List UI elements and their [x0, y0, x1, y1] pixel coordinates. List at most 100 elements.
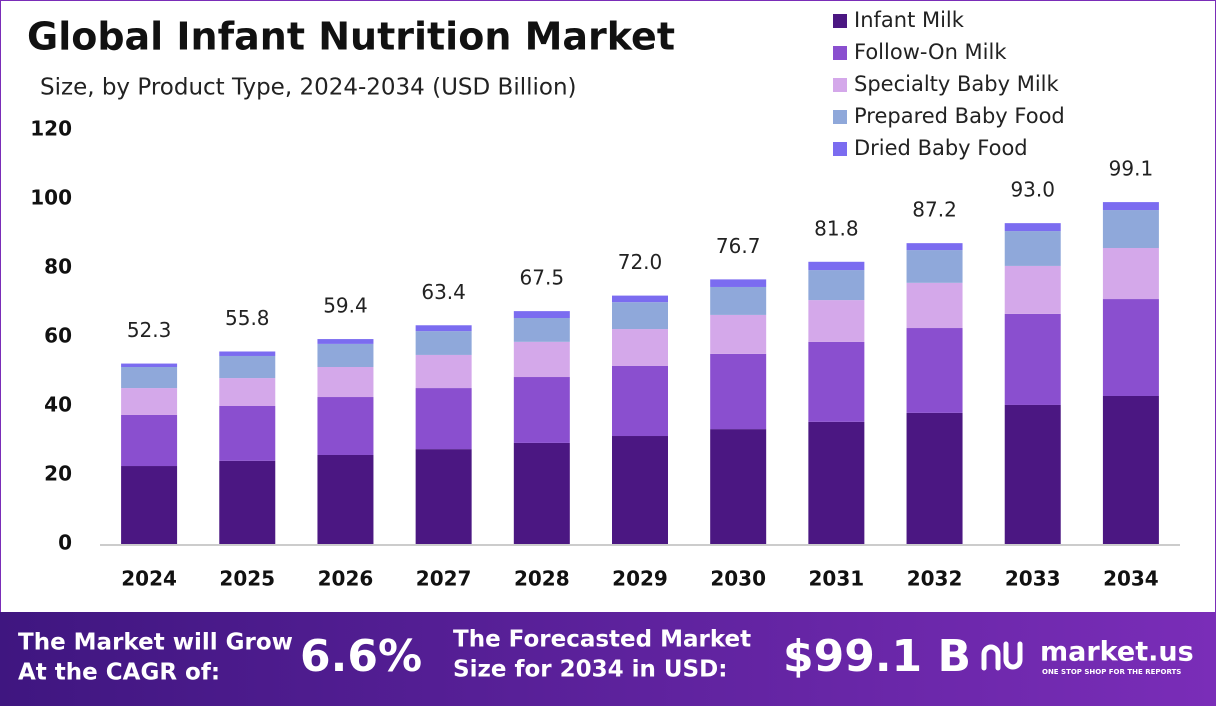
- footer-banner: [0, 612, 1216, 706]
- bar-segment: [808, 261, 865, 271]
- bar-segment: [513, 377, 570, 443]
- bar-segment: [1004, 223, 1061, 232]
- y-tick-label: 0: [58, 531, 72, 555]
- bar-segment: [121, 367, 178, 389]
- bar-segment: [513, 442, 570, 544]
- cagr-label: At the CAGR of:: [18, 660, 220, 686]
- total-label: 63.4: [421, 280, 466, 304]
- bar-segment: [710, 314, 767, 354]
- forecast-value: $99.1 B: [783, 631, 971, 682]
- cagr-label: The Market will Grow: [18, 630, 293, 656]
- total-label: 81.8: [814, 216, 859, 240]
- bar-segment: [415, 331, 472, 355]
- y-tick-label: 80: [44, 255, 72, 279]
- x-tick-label: 2030: [710, 567, 766, 591]
- bar-segment: [1004, 313, 1061, 405]
- bar-segment: [1102, 395, 1159, 544]
- bar-segment: [121, 414, 178, 467]
- bar-segment: [1102, 299, 1159, 396]
- bar-segment: [1004, 265, 1061, 314]
- brand: market.us: [1040, 637, 1194, 668]
- forecast-label: The Forecasted Market: [453, 627, 751, 653]
- bar-segment: [219, 406, 276, 461]
- bar-segment: [808, 341, 865, 422]
- logo-shape: [1003, 641, 1023, 670]
- legend-swatch: [833, 110, 847, 124]
- total-label: 55.8: [225, 306, 270, 330]
- bar-segment: [513, 311, 570, 319]
- bar-segment: [415, 354, 472, 389]
- bar-segment: [906, 412, 963, 544]
- total-label: 72.0: [618, 250, 663, 274]
- bar-segment: [415, 449, 472, 544]
- bar-segment: [219, 355, 276, 379]
- x-tick-label: 2028: [514, 567, 570, 591]
- bar-segment: [219, 378, 276, 406]
- x-tick-label: 2034: [1103, 567, 1159, 591]
- bar-segment: [710, 279, 767, 287]
- x-tick-label: 2024: [121, 567, 177, 591]
- total-label: 87.2: [912, 198, 957, 222]
- x-tick-label: 2026: [318, 567, 374, 591]
- bar-segment: [317, 343, 374, 368]
- bar-segment: [121, 363, 178, 368]
- bar-segment: [906, 282, 963, 329]
- bar-segment: [1004, 404, 1061, 544]
- x-tick-label: 2025: [219, 567, 275, 591]
- bar-segment: [121, 466, 178, 544]
- total-label: 59.4: [323, 294, 368, 318]
- bar-segment: [710, 429, 767, 544]
- forecast-label: Size for 2034 in USD:: [453, 657, 727, 683]
- legend-swatch: [833, 142, 847, 156]
- bar-segment: [317, 397, 374, 455]
- legend-label: Prepared Baby Food: [854, 104, 1065, 128]
- total-label: 93.0: [1010, 178, 1055, 202]
- bar-segment: [513, 341, 570, 378]
- legend-label: Specialty Baby Milk: [854, 72, 1059, 96]
- bar-segment: [219, 351, 276, 356]
- y-tick-label: 120: [30, 117, 72, 141]
- legend-swatch: [833, 78, 847, 92]
- bar-segment: [121, 388, 178, 415]
- x-tick-label: 2033: [1005, 567, 1061, 591]
- legend-label: Infant Milk: [854, 8, 965, 32]
- bar-segment: [710, 286, 767, 315]
- bar-segment: [808, 270, 865, 301]
- bar-segment: [415, 325, 472, 332]
- bar-segment: [219, 460, 276, 544]
- bar-segment: [612, 302, 668, 330]
- bar-segment: [1004, 231, 1061, 266]
- bar-segment: [1102, 202, 1159, 211]
- bar-segment: [1102, 247, 1159, 300]
- chart-title: Global Infant Nutrition Market: [27, 15, 675, 59]
- bar-segment: [317, 454, 374, 544]
- chart-subtitle: Size, by Product Type, 2024-2034 (USD Bi…: [40, 75, 577, 101]
- bar-segment: [906, 250, 963, 283]
- y-tick-label: 40: [44, 393, 72, 417]
- x-tick-label: 2032: [907, 567, 963, 591]
- bar-segment: [513, 318, 570, 342]
- legend-label: Follow-On Milk: [854, 40, 1007, 64]
- total-label: 52.3: [127, 318, 172, 342]
- legend-swatch: [833, 14, 847, 28]
- bar-segment: [612, 329, 668, 366]
- bar-segment: [612, 436, 668, 544]
- total-label: 67.5: [520, 266, 565, 290]
- bar-segment: [317, 367, 374, 398]
- x-tick-label: 2027: [416, 567, 472, 591]
- bar-segment: [710, 353, 767, 430]
- bar-segment: [808, 421, 865, 544]
- bar-segment: [1102, 210, 1159, 248]
- tagline: ONE STOP SHOP FOR THE REPORTS: [1042, 668, 1181, 676]
- legend-label: Dried Baby Food: [854, 136, 1028, 160]
- x-tick-label: 2031: [809, 567, 865, 591]
- total-label: 76.7: [716, 234, 761, 258]
- bar-segment: [415, 388, 472, 450]
- total-label: 99.1: [1109, 157, 1154, 181]
- x-tick-label: 2029: [612, 567, 668, 591]
- bar-segment: [808, 300, 865, 342]
- logo-icon: [981, 641, 1023, 671]
- y-tick-label: 20: [44, 462, 72, 486]
- cagr-value: 6.6%: [300, 631, 422, 682]
